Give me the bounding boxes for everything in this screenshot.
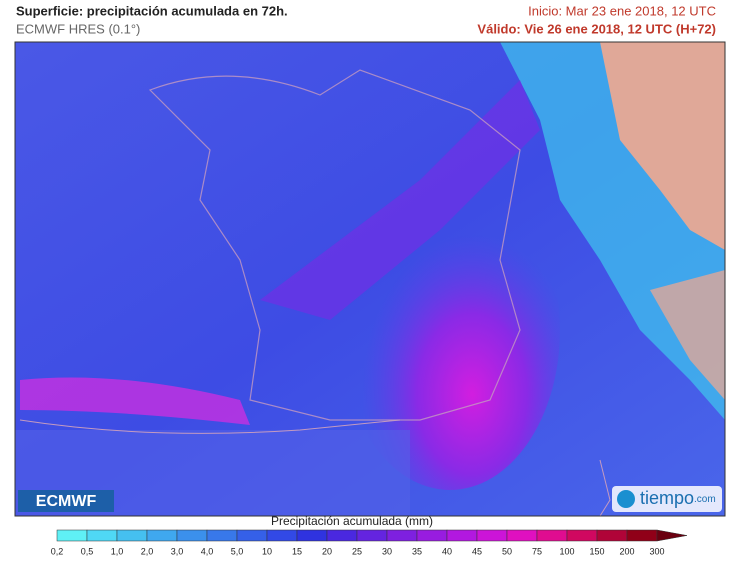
legend-swatch [416,529,448,542]
legend-swatch [566,529,598,542]
precip-band [20,377,250,425]
legend-swatch [86,529,118,542]
legend-label: 4,0 [201,546,214,556]
tiempo-icon [617,490,635,508]
legend: 0,2 0,5 1,0 2,0 3,0 4,0 5,0 10 15 20 25 30 35 40 45 50 7… [51,529,688,556]
legend-swatch [446,529,478,542]
legend-title: Precipitación acumulada (mm) [271,514,433,528]
valid-time: Válido: Vie 26 ene 2018, 12 UTC (H+72) [477,21,716,36]
title: Superficie: precipitación acumulada en 7… [16,3,288,18]
legend-label: 15 [292,546,302,556]
legend-label: 75 [532,546,542,556]
legend-label: 150 [589,546,604,556]
map-frame [14,41,726,517]
tiempo-logo [612,486,722,512]
legend-label: 25 [352,546,362,556]
legend-swatch [386,529,418,542]
legend-label: 40 [442,546,452,556]
legend-label: 2,0 [141,546,154,556]
legend-label: 1,0 [111,546,124,556]
legend-swatch [236,529,268,542]
legend-swatch [356,529,388,542]
legend-swatch [536,529,568,542]
legend-swatch [116,529,148,542]
legend-label: 0,5 [81,546,94,556]
legend-swatch [296,529,328,542]
legend-swatch [326,529,358,542]
legend-swatch [506,529,538,542]
legend-arrow [656,529,688,542]
border [148,69,521,421]
ecmwf-logo [18,490,114,512]
tiempo-suffix: .com [694,494,716,505]
legend-swatch [266,529,298,542]
ecmwf-logo-text: ECMWF [36,493,97,510]
tiempo-logo-text: tiempo.com [640,488,716,508]
legend-swatch [56,529,88,542]
map [15,42,725,516]
legend-label: 30 [382,546,392,556]
legend-label: 300 [649,546,664,556]
legend-label: 20 [322,546,332,556]
legend-label: 200 [619,546,634,556]
legend-label: 35 [412,546,422,556]
legend-label: 3,0 [171,546,184,556]
legend-swatch [206,529,238,542]
legend-label: 5,0 [231,546,244,556]
legend-swatch [626,529,658,542]
precip-band [260,80,540,320]
border [19,419,611,516]
legend-swatch [476,529,508,542]
dry-land [600,42,725,250]
model: ECMWF HRES (0.1°) [16,21,140,36]
legend-label: 100 [559,546,574,556]
init-time: Inicio: Mar 23 ene 2018, 12 UTC [528,3,716,18]
legend-swatch [596,529,628,542]
legend-label: 10 [262,546,272,556]
legend-label: 0,2 [51,546,64,556]
legend-swatch [176,529,208,542]
legend-swatch [146,529,178,542]
legend-label: 45 [472,546,482,556]
tiempo-name: tiempo [640,488,694,508]
legend-label: 50 [502,546,512,556]
dry-land [650,270,725,400]
